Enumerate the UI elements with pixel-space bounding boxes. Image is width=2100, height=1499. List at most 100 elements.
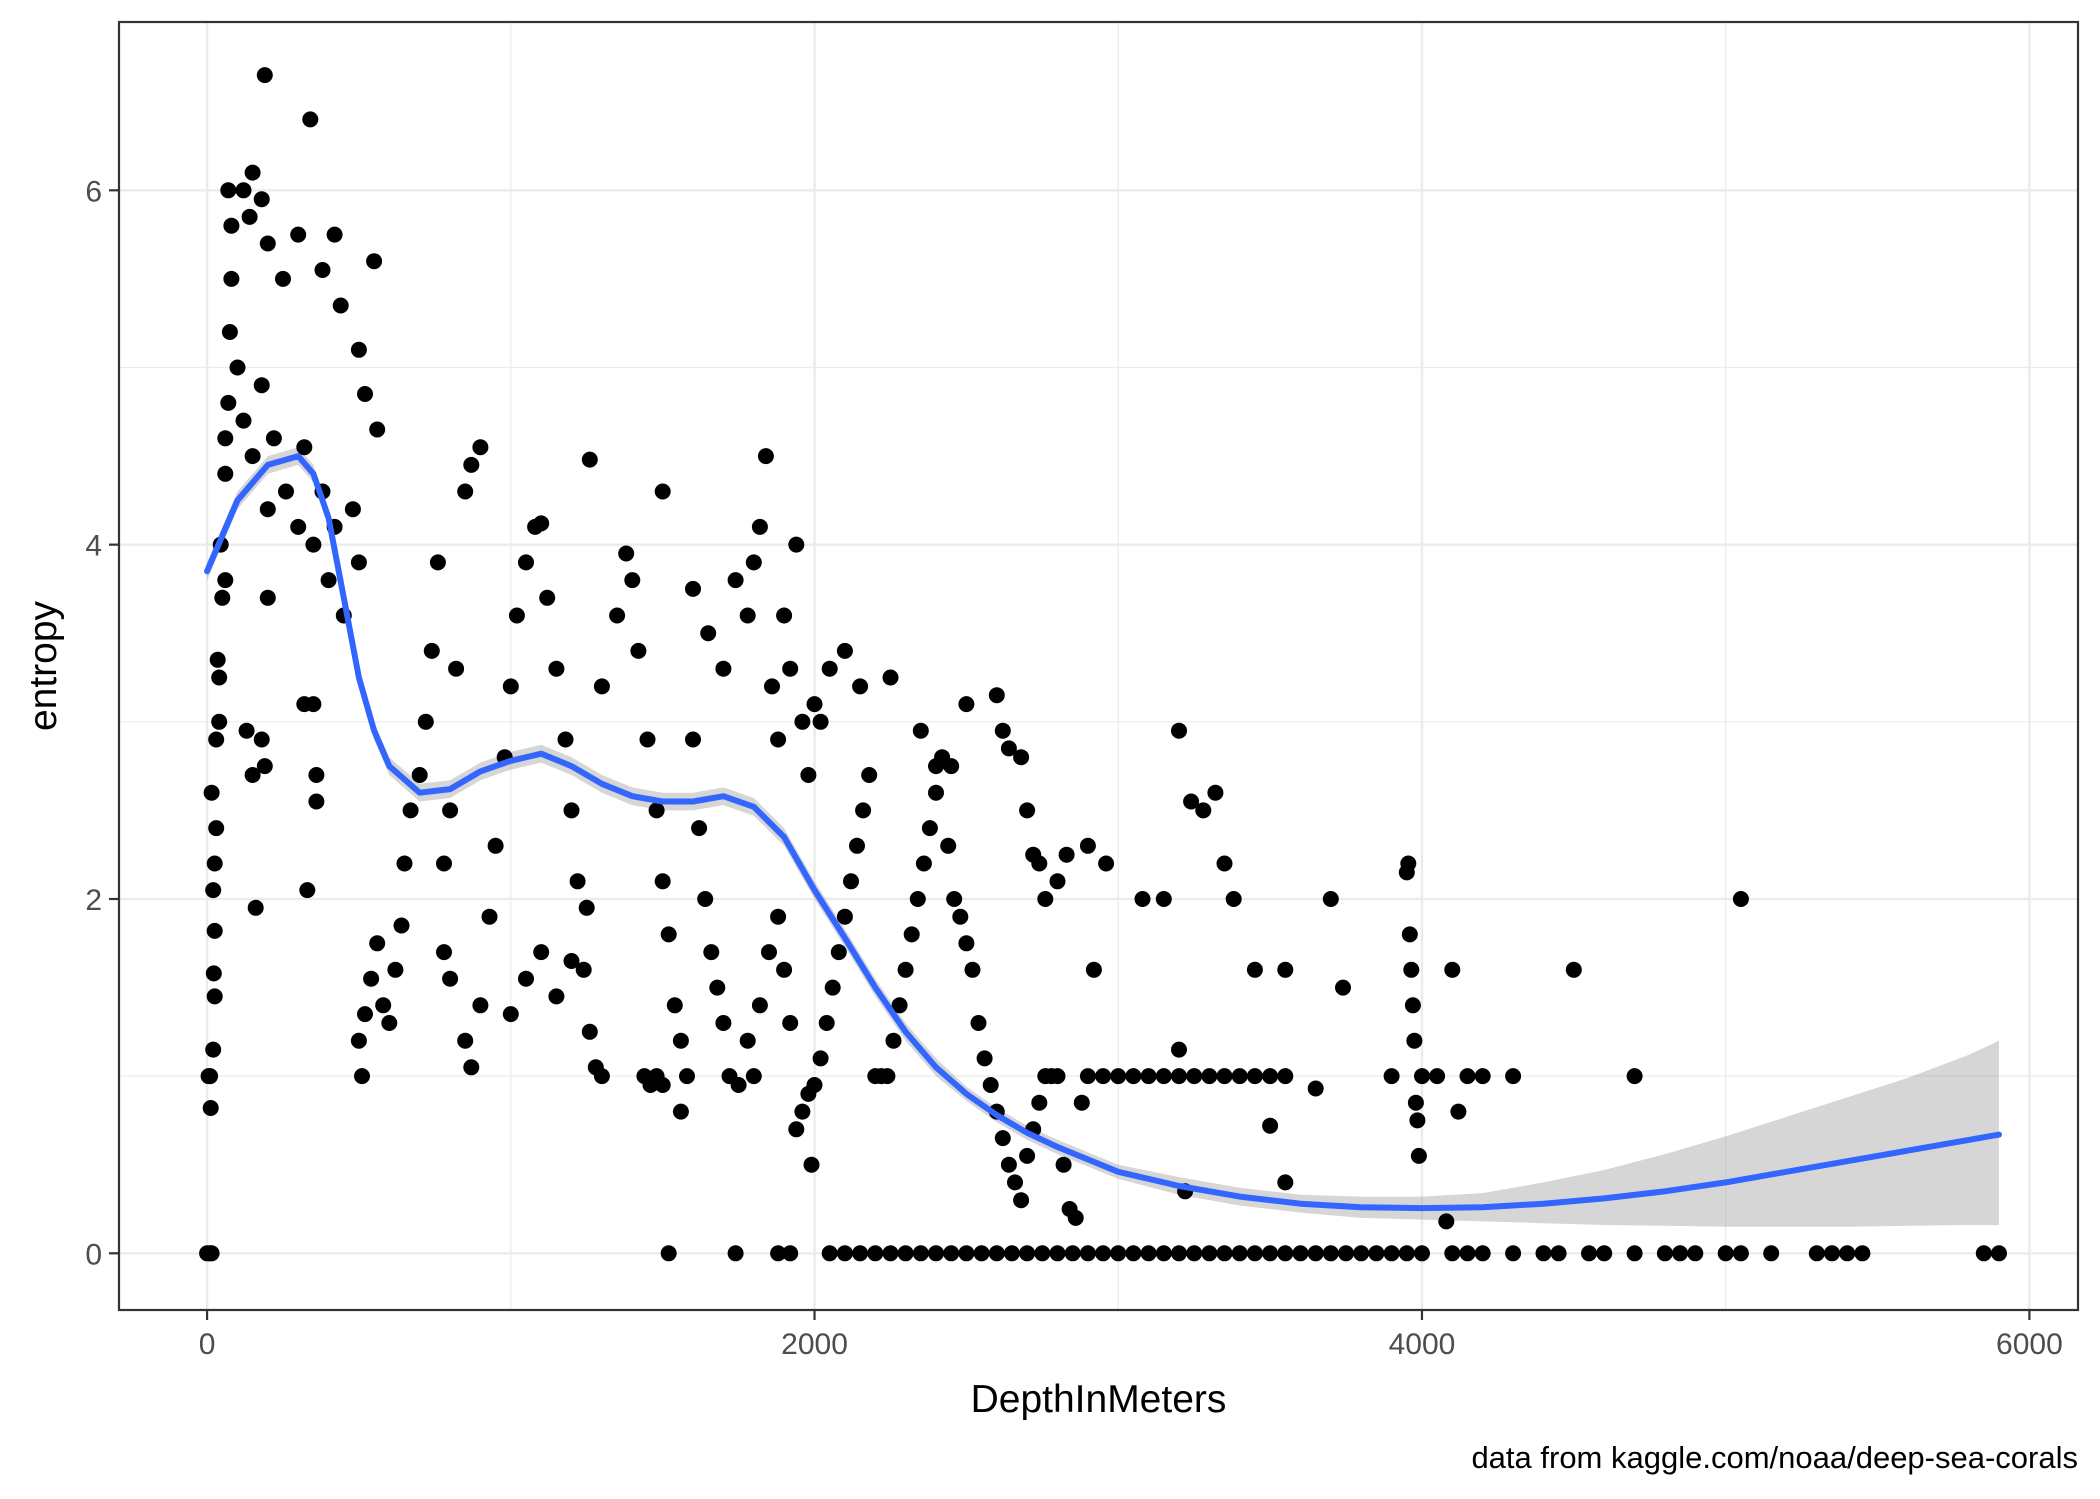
data-point	[508, 607, 525, 624]
data-point	[350, 1032, 367, 1049]
data-point	[217, 430, 234, 447]
data-point	[481, 908, 498, 925]
data-point	[290, 226, 307, 243]
data-point	[1231, 1245, 1248, 1262]
data-point	[1763, 1245, 1780, 1262]
data-point	[909, 891, 926, 907]
data-point	[211, 669, 228, 686]
data-point	[1626, 1068, 1643, 1085]
data-point	[885, 1032, 902, 1049]
data-point	[314, 262, 331, 278]
scatter-points	[199, 67, 2007, 1262]
data-point	[1216, 855, 1233, 872]
data-point	[700, 625, 717, 642]
data-point	[697, 891, 714, 907]
data-point	[1201, 1245, 1218, 1262]
data-point	[326, 226, 343, 243]
data-point	[518, 970, 534, 987]
data-point	[259, 501, 276, 518]
data-point	[943, 758, 960, 775]
data-point	[244, 164, 261, 181]
data-point	[1414, 1245, 1430, 1262]
data-point	[387, 961, 404, 978]
data-point	[994, 1130, 1011, 1147]
data-point	[220, 394, 237, 411]
data-point	[1058, 846, 1075, 863]
data-point	[1125, 1245, 1142, 1262]
data-point	[1307, 1245, 1324, 1262]
data-point	[350, 554, 367, 571]
data-point	[745, 554, 762, 571]
data-point	[1717, 1245, 1734, 1262]
data-point	[1171, 1041, 1187, 1058]
data-point	[203, 784, 220, 801]
data-point	[256, 67, 273, 84]
y-tick-label: 6	[85, 175, 102, 208]
data-point	[569, 873, 586, 890]
data-point	[563, 802, 580, 819]
data-point	[208, 820, 225, 837]
data-point	[1031, 855, 1048, 872]
data-point	[296, 439, 313, 456]
data-point	[861, 767, 878, 783]
data-point	[1407, 1094, 1424, 1111]
data-point	[1409, 1112, 1426, 1129]
data-point	[217, 572, 234, 589]
data-point	[1134, 891, 1151, 907]
data-point	[472, 997, 489, 1014]
data-point	[402, 802, 419, 819]
caption: data from kaggle.com/noaa/deep-sea-coral…	[1471, 1440, 2078, 1475]
data-point	[1277, 1068, 1294, 1085]
data-point	[205, 1041, 222, 1058]
data-point	[1049, 1068, 1066, 1085]
data-point	[593, 1068, 610, 1085]
y-tick-label: 4	[85, 530, 102, 563]
data-point	[964, 961, 981, 978]
data-point	[244, 767, 261, 783]
data-point	[253, 731, 270, 748]
data-point	[654, 873, 671, 890]
data-point	[639, 731, 656, 748]
data-point	[994, 722, 1011, 739]
data-point	[836, 1245, 853, 1262]
data-point	[1438, 1213, 1455, 1230]
data-point	[943, 1245, 960, 1262]
data-point	[1171, 722, 1187, 739]
data-point	[463, 456, 480, 473]
data-point	[208, 731, 225, 748]
data-point	[429, 554, 446, 571]
data-point	[366, 253, 383, 270]
data-point	[1183, 793, 1200, 810]
data-point	[1079, 1245, 1096, 1262]
data-point	[946, 891, 963, 907]
data-point	[691, 820, 708, 837]
data-point	[1007, 1174, 1023, 1191]
data-point	[1335, 979, 1351, 996]
data-point	[867, 1245, 884, 1262]
data-point	[206, 922, 223, 939]
data-point	[305, 536, 322, 553]
data-point	[502, 1006, 519, 1023]
data-point	[247, 899, 264, 916]
data-point	[940, 837, 957, 854]
data-point	[709, 979, 726, 996]
data-point	[882, 669, 899, 686]
data-point	[776, 607, 793, 624]
data-point	[852, 678, 869, 695]
data-point	[299, 882, 316, 899]
data-point	[624, 572, 641, 589]
data-point	[915, 855, 932, 872]
data-point	[1672, 1245, 1689, 1262]
data-point	[375, 997, 392, 1014]
data-point	[782, 1245, 799, 1262]
data-point	[411, 767, 428, 783]
data-point	[1064, 1245, 1081, 1262]
data-point	[660, 926, 677, 943]
data-point	[1262, 1068, 1279, 1085]
x-tick-label: 0	[199, 1328, 216, 1361]
data-point	[278, 483, 294, 500]
data-point	[654, 483, 671, 500]
data-point	[381, 1015, 398, 1031]
data-point	[928, 758, 944, 775]
data-point	[350, 341, 367, 358]
